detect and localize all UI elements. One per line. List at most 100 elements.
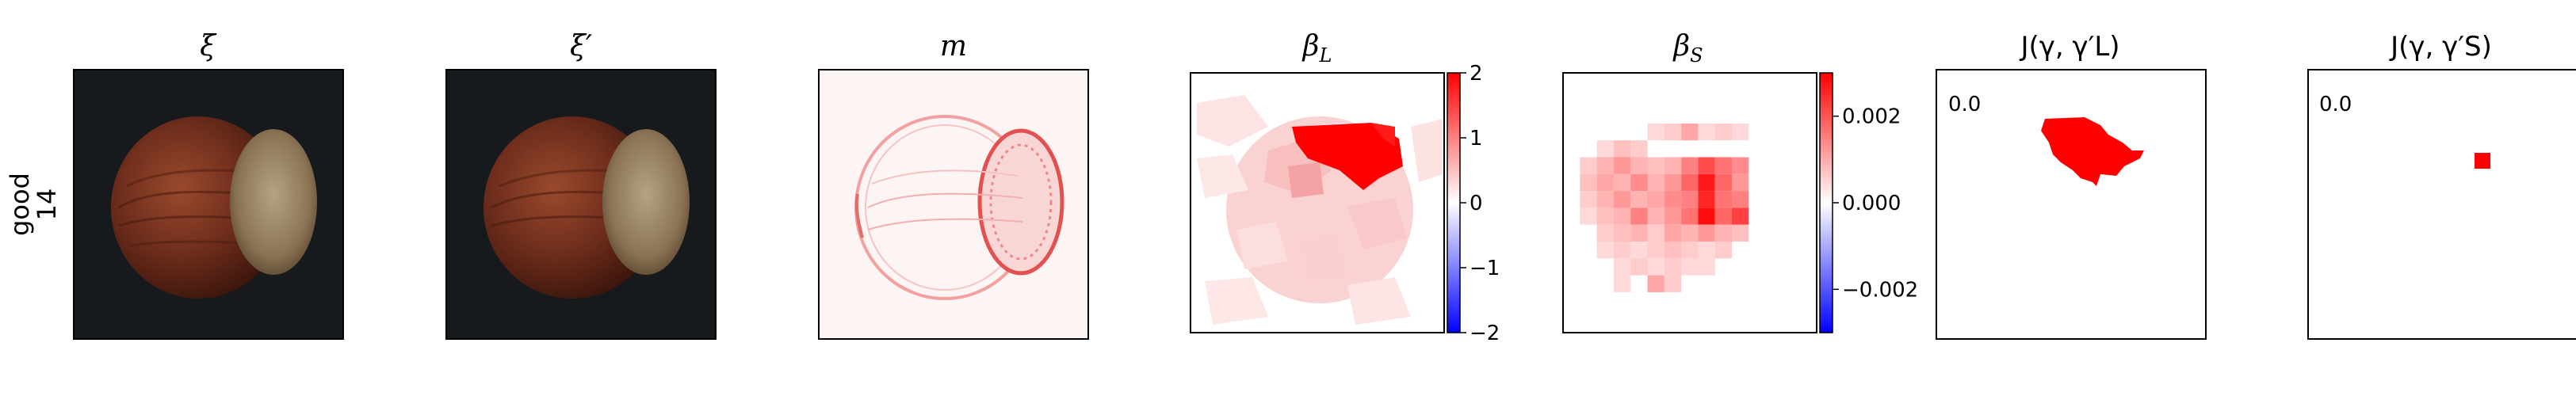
beta-S-cell xyxy=(1630,258,1648,276)
beta-S-cell xyxy=(1647,191,1664,208)
panel-title-beta-S: βS xyxy=(1672,30,1703,67)
inset-value-J-L: 0.0 xyxy=(1948,93,1981,116)
panel-title-J-L: J(γ, γ′L) xyxy=(2019,31,2119,63)
beta-S-cell xyxy=(1681,224,1699,242)
beta-S-cell xyxy=(1630,208,1648,225)
beta-S-cell xyxy=(1664,123,1682,141)
beta-S-cell xyxy=(1664,157,1682,174)
beta-S-cell xyxy=(1596,173,1614,192)
beta-S-cell xyxy=(1580,191,1597,208)
panel-title-xi: ξ xyxy=(200,30,217,63)
beta-S-cell xyxy=(1698,123,1715,141)
beta-S-cell xyxy=(1698,242,1715,259)
beta-S-cell xyxy=(1596,242,1614,259)
beta-S-cell xyxy=(1647,173,1664,192)
beta-S-cell xyxy=(1732,208,1749,225)
beta-S-cell xyxy=(1664,224,1682,242)
panel-beta-L: βL 2 1 0 −1 −2 xyxy=(1190,30,1500,345)
beta-S-cell xyxy=(1698,224,1715,242)
beta-S-cell xyxy=(1681,258,1699,276)
beta-S-cell xyxy=(1580,173,1597,192)
colorbar-ticks-beta-S: 0.002 0.000 −0.002 xyxy=(1833,105,1918,302)
beta-L-superpixels xyxy=(1197,95,1443,325)
beta-S-cell xyxy=(1613,242,1631,259)
beta-S-cell xyxy=(1647,224,1664,242)
mask-region-J-S xyxy=(2475,153,2490,169)
image-frame-J-L xyxy=(1936,69,2207,340)
panel-title-beta-L: βL xyxy=(1301,30,1332,67)
row-label-line1: good xyxy=(5,173,35,236)
beta-S-cell xyxy=(1681,123,1699,141)
beta-S-cell xyxy=(1596,224,1614,242)
beta-S-cell xyxy=(1630,191,1648,208)
beta-S-cell xyxy=(1698,208,1715,225)
beta-S-cell xyxy=(1630,157,1648,174)
colorbar-tick-label: −1 xyxy=(1470,257,1500,280)
beta-S-cell xyxy=(1596,157,1614,174)
panel-beta-S: βS 0.002 0.000 −0.002 xyxy=(1562,30,1918,333)
beta-S-cell xyxy=(1647,242,1664,259)
beta-S-cell xyxy=(1596,208,1614,225)
mask-region-J-L xyxy=(2041,117,2144,186)
beta-S-cell xyxy=(1714,224,1732,242)
hazelnut-image xyxy=(111,116,317,299)
row-label: good 14 xyxy=(5,173,62,236)
beta-S-cell xyxy=(1714,173,1732,192)
beta-S-cell xyxy=(1664,258,1682,276)
beta-S-cell xyxy=(1664,208,1682,225)
beta-S-cell xyxy=(1681,242,1699,259)
beta-S-cell xyxy=(1732,157,1749,174)
beta-S-cell xyxy=(1647,208,1664,225)
beta-S-cell xyxy=(1613,140,1631,158)
panel-J-S: J(γ, γ′S) 0.0 xyxy=(2307,31,2576,340)
beta-S-cell xyxy=(1613,224,1631,242)
beta-S-cell xyxy=(1698,157,1715,174)
beta-S-cell xyxy=(1732,173,1749,192)
beta-S-cell xyxy=(1613,191,1631,208)
beta-S-cell xyxy=(1714,123,1732,141)
beta-S-cell xyxy=(1681,173,1699,192)
beta-S-cell xyxy=(1647,157,1664,174)
beta-S-cell xyxy=(1714,157,1732,174)
colorbar-tick-label: 1 xyxy=(1470,127,1483,150)
beta-S-cell xyxy=(1647,275,1664,292)
beta-S-cell xyxy=(1698,258,1715,276)
colorbar-gradient-beta-S xyxy=(1819,72,1833,333)
beta-S-cell xyxy=(1580,208,1597,225)
beta-S-cell xyxy=(1714,191,1732,208)
beta-S-cell xyxy=(1714,242,1732,259)
beta-S-cell xyxy=(1698,173,1715,192)
panel-m: m xyxy=(818,30,1089,340)
beta-S-cell xyxy=(1681,157,1699,174)
panel-title-xi-prime: ξ′ xyxy=(570,30,592,63)
beta-S-cell xyxy=(1681,208,1699,225)
colorbar-beta-L: 2 1 0 −1 −2 xyxy=(1447,62,1500,345)
colorbar-tick-label: −0.002 xyxy=(1842,278,1918,302)
beta-S-cell xyxy=(1647,123,1664,141)
colorbar-tick-label: −2 xyxy=(1470,322,1500,345)
beta-S-cell xyxy=(1630,140,1648,158)
colorbar-gradient-beta-L xyxy=(1447,72,1461,333)
image-frame-J-S xyxy=(2307,69,2576,340)
hazelnut-image-prime xyxy=(483,116,690,299)
panel-xi-prime: ξ′ xyxy=(445,30,717,340)
frame-border-beta-L xyxy=(1190,72,1445,333)
beta-S-grid xyxy=(1580,123,1749,292)
beta-S-cell xyxy=(1613,258,1631,276)
beta-S-cell xyxy=(1630,224,1648,242)
beta-S-cell xyxy=(1698,191,1715,208)
beta-S-cell xyxy=(1613,157,1631,174)
beta-S-cell xyxy=(1613,208,1631,225)
colorbar-tick-label: 0 xyxy=(1470,192,1483,215)
panel-J-L: J(γ, γ′L) 0.0 xyxy=(1936,31,2207,340)
beta-S-cell xyxy=(1596,140,1614,158)
beta-S-cell xyxy=(1732,224,1749,242)
difference-map xyxy=(854,115,1064,300)
beta-S-cell xyxy=(1630,173,1648,192)
colorbar-ticks-beta-L: 2 1 0 −1 −2 xyxy=(1460,62,1500,345)
beta-S-cell xyxy=(1714,208,1732,225)
beta-S-cell xyxy=(1732,191,1749,208)
beta-S-cell xyxy=(1664,173,1682,192)
row-label-line2: 14 xyxy=(32,188,62,221)
